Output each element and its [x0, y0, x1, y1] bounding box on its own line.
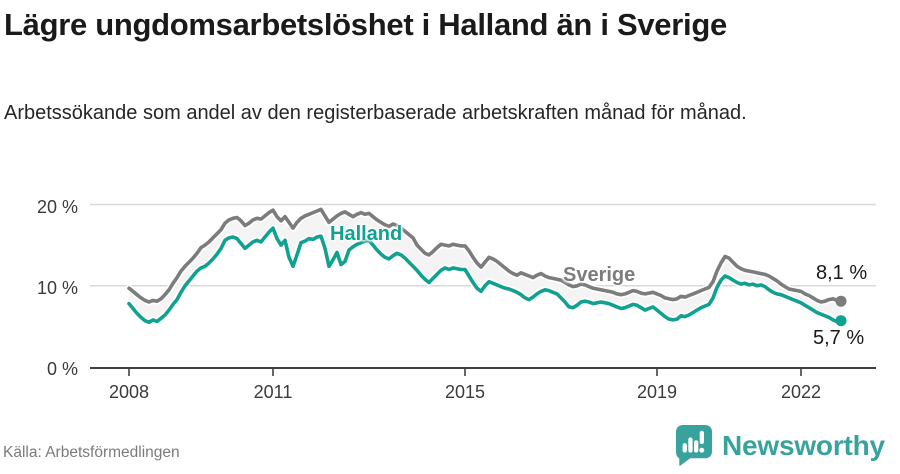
y-axis-label-10: 10 %: [36, 278, 78, 298]
x-axis-label-2022: 2022: [780, 382, 822, 402]
end-value-label-sverige: 8,1 %: [816, 262, 868, 284]
x-axis-label-2011: 2011: [253, 382, 293, 402]
newsworthy-brand[interactable]: Newsworthy: [675, 424, 897, 466]
series-label-sverige: Sverige: [563, 264, 636, 286]
x-axis-label-2015: 2015: [444, 382, 486, 402]
brand-name: Newsworthy: [722, 430, 885, 461]
page-subtitle: Arbetssökande som andel av den registerb…: [4, 102, 747, 124]
page-title: Lägre ungdomsarbetslöshet i Halland än i…: [4, 7, 727, 42]
source-note: Källa: Arbetsförmedlingen: [3, 444, 180, 461]
y-axis-label-0: 0 %: [46, 359, 78, 379]
x-axis-label-2019: 2019: [636, 382, 678, 402]
y-axis-label-20: 20 %: [36, 197, 78, 217]
x-axis-label-2008: 2008: [108, 382, 150, 402]
series-label-halland: Halland: [330, 223, 403, 245]
end-value-label-halland: 5,7 %: [813, 327, 865, 349]
newsworthy-logo-icon: [675, 425, 713, 466]
